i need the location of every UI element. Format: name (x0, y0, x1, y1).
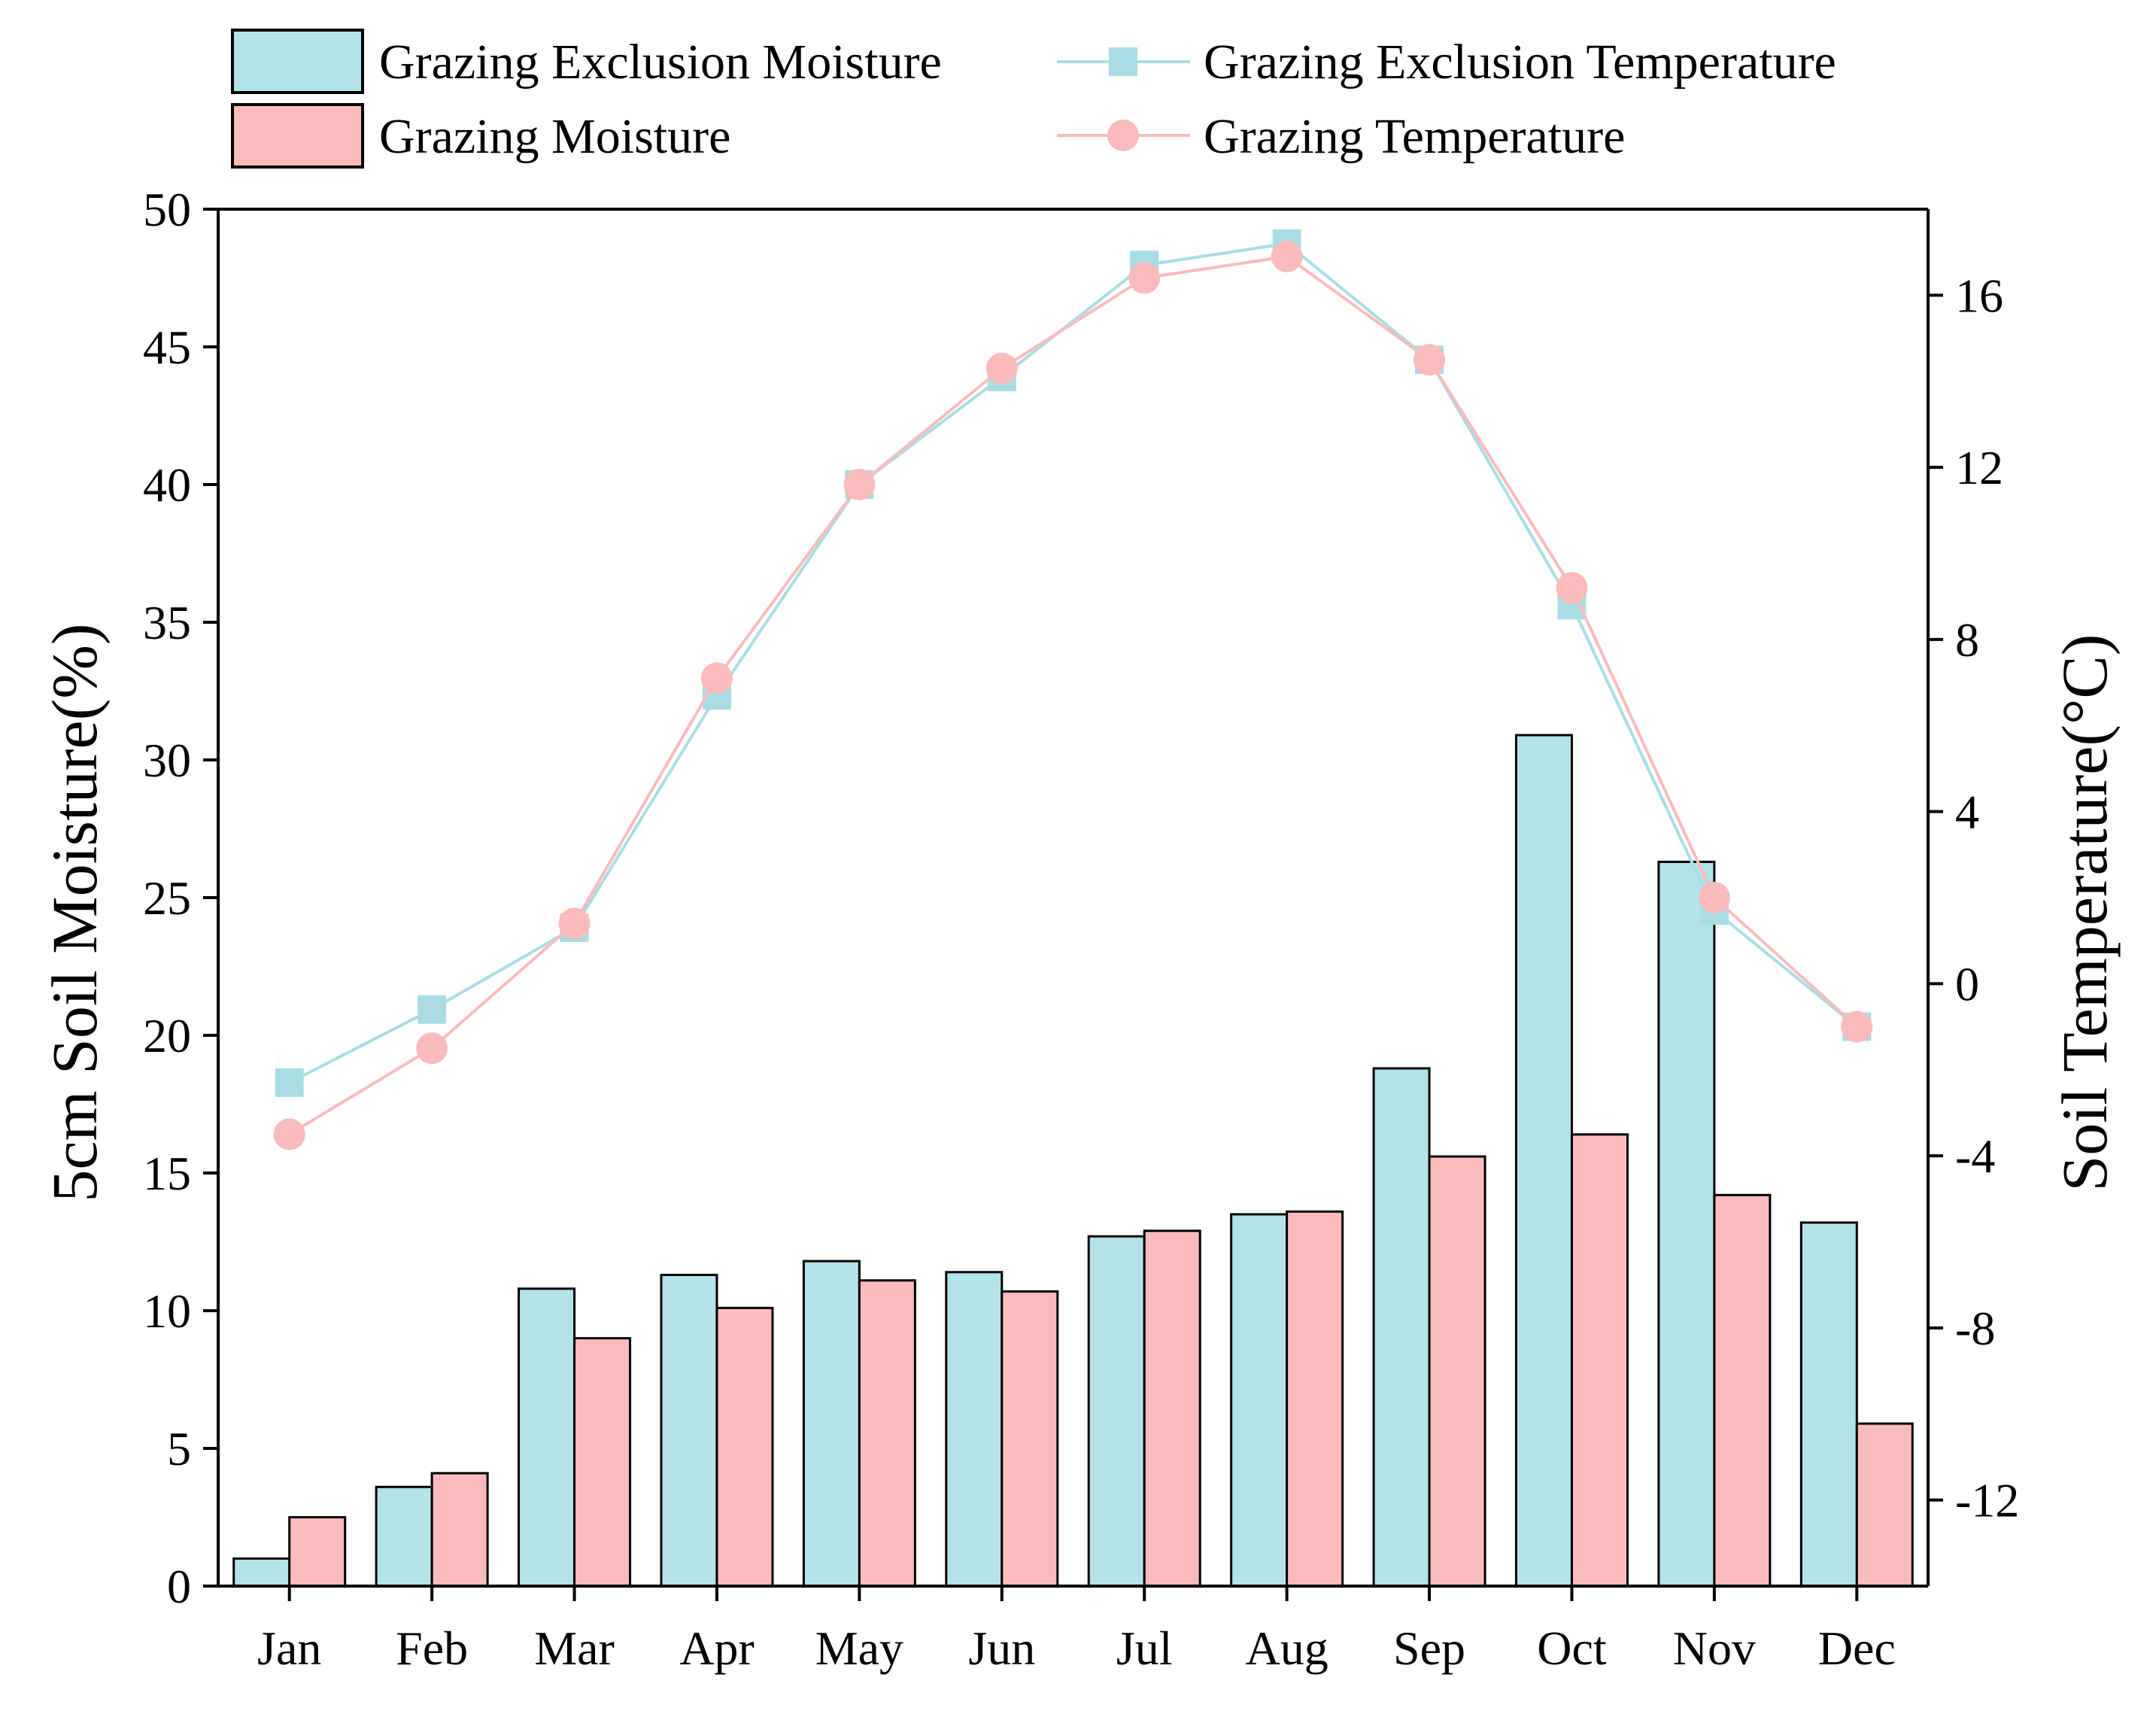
left-y-tick-label: 0 (167, 1560, 191, 1613)
bar-grazing-moisture-jun (1001, 1290, 1059, 1588)
legend-marker-grazing-exclusion-temperature (1109, 47, 1137, 76)
bar-grazing-exclusion-moisture-mar (518, 1287, 576, 1588)
x-tick-label-dec: Dec (1818, 1621, 1896, 1675)
bar-grazing-moisture-oct (1570, 1133, 1629, 1588)
x-tick-label-apr: Apr (679, 1621, 755, 1675)
right-y-axis-title: Soil Temperature(°C) (2048, 634, 2121, 1192)
bar-grazing-exclusion-moisture-dec (1799, 1221, 1858, 1588)
x-tick-label-sep: Sep (1393, 1621, 1465, 1675)
bar-grazing-exclusion-moisture-oct (1514, 734, 1573, 1588)
left-y-tick-label: 40 (143, 458, 191, 512)
point-grazing-temperature-mar (558, 907, 591, 940)
left-y-tick-label: 25 (143, 871, 191, 925)
point-grazing-temperature-aug (1271, 240, 1303, 272)
bar-grazing-moisture-jan (288, 1516, 347, 1588)
point-grazing-exclusion-temperature-feb (418, 995, 447, 1024)
left-y-axis-title: 5cm Soil Moisture(%) (38, 623, 111, 1202)
legend-label-grazing-moisture: Grazing Moisture (379, 109, 730, 164)
right-y-tick-label: -12 (1955, 1474, 2019, 1527)
bar-grazing-exclusion-moisture-aug (1230, 1213, 1289, 1588)
right-y-tick-label: 16 (1955, 269, 2003, 322)
lines-layer (273, 229, 1873, 1150)
bar-grazing-exclusion-moisture-nov (1657, 860, 1716, 1588)
point-grazing-temperature-may (843, 469, 876, 500)
point-grazing-temperature-jun (985, 352, 1018, 384)
bar-grazing-moisture-may (858, 1279, 916, 1588)
bar-grazing-moisture-mar (573, 1337, 632, 1588)
left-y-tick-label: 45 (143, 321, 191, 374)
bars-layer (232, 734, 1914, 1588)
left-y-tick-label: 5 (167, 1422, 191, 1475)
bar-grazing-moisture-feb (430, 1472, 489, 1588)
point-grazing-temperature-oct (1556, 572, 1588, 604)
bar-grazing-exclusion-moisture-may (802, 1260, 861, 1588)
left-y-tick-label: 50 (143, 183, 191, 236)
bar-grazing-exclusion-moisture-jul (1087, 1235, 1146, 1588)
x-tick-label-jun: Jun (968, 1621, 1035, 1675)
bar-grazing-moisture-nov (1713, 1193, 1772, 1588)
x-tick-label-may: May (815, 1621, 903, 1675)
point-grazing-temperature-apr (700, 662, 733, 694)
x-tick-label-aug: Aug (1246, 1621, 1329, 1675)
point-grazing-temperature-nov (1698, 882, 1730, 913)
bar-grazing-exclusion-moisture-jun (945, 1271, 1004, 1588)
bar-grazing-exclusion-moisture-sep (1372, 1067, 1431, 1588)
left-y-tick-label: 10 (143, 1284, 191, 1338)
point-grazing-temperature-sep (1414, 344, 1446, 376)
x-tick-label-feb: Feb (396, 1621, 468, 1675)
x-tick-label-nov: Nov (1673, 1621, 1756, 1675)
bar-grazing-moisture-dec (1855, 1422, 1914, 1588)
left-y-tick-label: 35 (143, 596, 191, 649)
right-y-tick-label: 12 (1955, 441, 2003, 494)
x-tick-label-mar: Mar (534, 1621, 615, 1675)
bar-grazing-moisture-aug (1286, 1210, 1344, 1588)
x-tick-label-jan: Jan (257, 1621, 321, 1675)
axes-layer: 0 5 10 15 20 25 30 35 40 45 50 -12 -8 -4 0 4 8 12 16 Jan Feb… (38, 183, 2121, 1675)
bar-grazing-exclusion-moisture-apr (660, 1273, 718, 1588)
right-y-tick-label: -4 (1955, 1129, 1995, 1183)
x-tick-label-jul: Jul (1116, 1621, 1173, 1675)
point-grazing-temperature-feb (416, 1032, 448, 1065)
legend-label-grazing-exclusion-temperature: Grazing Exclusion Temperature (1204, 35, 1836, 90)
bar-grazing-moisture-sep (1428, 1155, 1486, 1588)
right-y-tick-label: 0 (1955, 957, 1979, 1010)
line-grazing-temperature (288, 254, 1858, 1136)
right-y-tick-label: 8 (1955, 613, 1979, 667)
legend-layer: Grazing Exclusion Moisture Grazing Moistu… (231, 29, 1836, 169)
bar-grazing-exclusion-moisture-feb (375, 1485, 433, 1588)
point-grazing-temperature-jan (273, 1118, 305, 1150)
legend-swatch-grazing-moisture (231, 103, 364, 169)
point-grazing-temperature-jul (1128, 262, 1161, 294)
legend-label-grazing-exclusion-moisture: Grazing Exclusion Moisture (379, 35, 942, 90)
point-grazing-temperature-dec (1841, 1010, 1873, 1043)
bar-grazing-exclusion-moisture-jan (232, 1557, 291, 1588)
bar-grazing-moisture-apr (715, 1306, 774, 1588)
left-y-tick-label: 30 (143, 734, 191, 787)
left-y-tick-label: 15 (143, 1147, 191, 1200)
right-y-tick-label: 4 (1955, 786, 1979, 839)
x-tick-label-oct: Oct (1537, 1621, 1607, 1675)
right-y-tick-label: -8 (1955, 1302, 1995, 1355)
point-grazing-exclusion-temperature-jan (275, 1068, 304, 1097)
line-grazing-exclusion-temperature (288, 242, 1858, 1084)
legend-marker-grazing-temperature (1107, 120, 1139, 151)
legend-label-grazing-temperature: Grazing Temperature (1204, 109, 1625, 164)
left-y-tick-label: 20 (143, 1009, 191, 1062)
legend-swatch-grazing-exclusion-moisture (231, 29, 364, 94)
bar-grazing-moisture-jul (1143, 1229, 1201, 1588)
